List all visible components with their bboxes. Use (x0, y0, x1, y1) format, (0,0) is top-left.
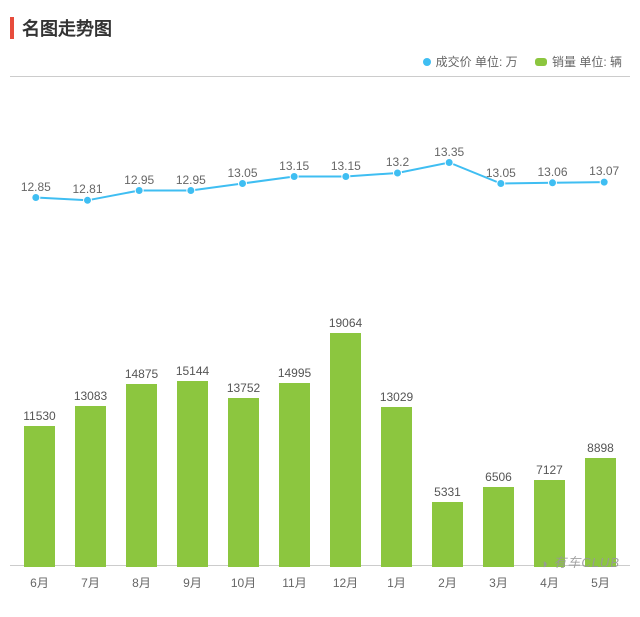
bar-chart-area: 11530 13083 14875 15144 13752 14995 19064 13029… (10, 277, 630, 567)
line-value-label: 12.85 (21, 179, 51, 193)
legend-marker-price (423, 58, 431, 66)
watermark-icon: ◑ (540, 556, 549, 571)
bar-rect (483, 487, 515, 567)
chart-container: 名图走势图 成交价 单位: 万 销量 单位: 辆 12.85 12.81 12.95… (0, 0, 640, 601)
x-tick-label: 10月 (218, 574, 269, 591)
line-value-label: 13.05 (227, 165, 257, 179)
bar-rect (24, 426, 56, 568)
bar-item: 19064 (320, 277, 371, 567)
chart-title: 名图走势图 (22, 15, 112, 41)
bar-value-label: 13083 (74, 389, 107, 403)
x-tick-label: 6月 (14, 574, 65, 591)
watermark-text: 有车CLUB (553, 555, 620, 570)
bar-item: 14875 (116, 277, 167, 567)
line-chart-area: 12.85 12.81 12.95 12.95 13.05 13.15 13.15 13.2 1… (10, 77, 630, 277)
title-bar: 名图走势图 (10, 15, 630, 41)
line-value-label: 12.95 (176, 172, 206, 186)
bar-rect (126, 384, 158, 567)
bar-value-label: 11530 (23, 409, 55, 423)
bar-item: 13752 (218, 277, 269, 567)
legend-item-sales: 销量 单位: 辆 (535, 53, 622, 70)
bar-item: 14995 (269, 277, 320, 567)
bar-item: 5331 (422, 277, 473, 567)
legend: 成交价 单位: 万 销量 单位: 辆 (10, 53, 630, 70)
line-value-label: 13.15 (331, 158, 361, 172)
bar-value-label: 19064 (329, 316, 362, 330)
bar-item: 8898 (575, 277, 626, 567)
legend-item-price: 成交价 单位: 万 (423, 53, 518, 70)
bar-item: 11530 (14, 277, 65, 567)
bar-rect (75, 406, 107, 567)
x-tick-label: 4月 (524, 574, 575, 591)
bar-item: 7127 (524, 277, 575, 567)
bar-value-label: 13752 (227, 381, 260, 395)
bar-value-label: 8898 (587, 441, 614, 455)
bar-value-label: 14875 (125, 367, 158, 381)
line-value-label: 13.06 (537, 165, 567, 179)
bar-value-label: 6506 (485, 470, 512, 484)
plot-area: 12.85 12.81 12.95 12.95 13.05 13.15 13.15 13.2 1… (10, 76, 630, 566)
line-value-label: 13.2 (386, 155, 409, 169)
bar-rect (330, 333, 362, 567)
x-tick-label: 2月 (422, 574, 473, 591)
bar-value-label: 15144 (176, 364, 209, 378)
bar-rect (279, 383, 311, 567)
bar-item: 15144 (167, 277, 218, 567)
bar-rect (228, 398, 260, 567)
x-tick-label: 11月 (269, 574, 320, 591)
bar-rect (177, 381, 209, 567)
line-value-label: 13.35 (434, 144, 464, 158)
line-value-label: 13.15 (279, 158, 309, 172)
x-tick-label: 3月 (473, 574, 524, 591)
x-tick-label: 8月 (116, 574, 167, 591)
line-value-label: 13.05 (486, 165, 516, 179)
line-value-label: 12.95 (124, 172, 154, 186)
x-tick-label: 7月 (65, 574, 116, 591)
x-axis: 6月7月8月9月10月11月12月1月2月3月4月5月 (10, 566, 630, 591)
bar-value-label: 7127 (536, 463, 563, 477)
bar-item: 13083 (65, 277, 116, 567)
x-tick-label: 5月 (575, 574, 626, 591)
bar-value-label: 13029 (380, 390, 413, 404)
watermark: ◑ 有车CLUB (540, 552, 620, 571)
bar-item: 6506 (473, 277, 524, 567)
legend-label-sales: 销量 单位: 辆 (552, 53, 622, 70)
x-tick-label: 1月 (371, 574, 422, 591)
line-value-label: 13.07 (589, 164, 619, 178)
title-accent (10, 17, 14, 39)
x-tick-label: 9月 (167, 574, 218, 591)
bar-item: 13029 (371, 277, 422, 567)
bar-rect (585, 458, 617, 567)
bar-value-label: 14995 (278, 366, 311, 380)
bar-rect (432, 502, 464, 567)
line-value-label: 12.81 (72, 182, 102, 196)
x-tick-label: 12月 (320, 574, 371, 591)
bar-value-label: 5331 (434, 485, 461, 499)
legend-label-price: 成交价 单位: 万 (436, 53, 518, 70)
bar-rect (381, 407, 413, 567)
legend-marker-sales (535, 58, 547, 66)
